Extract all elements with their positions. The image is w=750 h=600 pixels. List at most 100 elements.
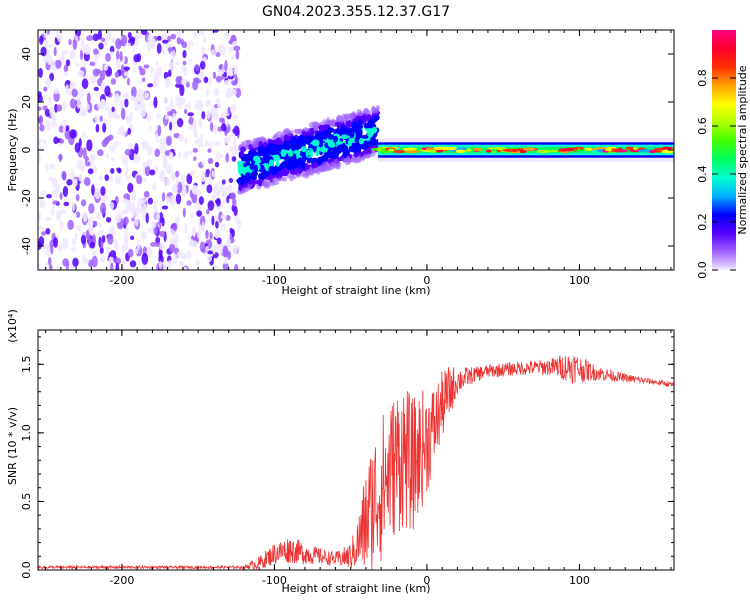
heatmap-cell: [125, 175, 131, 181]
heatmap-cell: [129, 260, 137, 268]
heatmap-cell: [88, 153, 96, 160]
heatmap-cell: [316, 146, 321, 152]
heatmap-cell: [212, 113, 219, 121]
colorbar-tick-label: 0.0: [696, 261, 709, 279]
colorbar-tick-label: 0.4: [696, 165, 709, 183]
heatmap-cell: [119, 50, 123, 62]
heatmap-cell: [331, 153, 337, 159]
heatmap-cell: [306, 159, 312, 164]
y-tick-label: 1.0: [20, 424, 33, 442]
heatmap-cell: [38, 114, 44, 126]
heatmap-cell: [220, 201, 224, 208]
heatmap-cell: [249, 149, 256, 156]
snr-frame: [37, 329, 675, 571]
heatmap-cell: [228, 145, 236, 153]
heatmap-cell: [182, 50, 187, 59]
heatmap-cell: [42, 105, 48, 111]
heatmap-cell: [53, 46, 57, 57]
heatmap-cell: [88, 225, 94, 236]
heatmap-cell: [130, 235, 135, 241]
heatmap-cell: [163, 263, 167, 270]
spectrogram-image: [38, 30, 674, 270]
heatmap-cell: [69, 98, 77, 109]
colorbar-tick-label: 0.2: [696, 213, 709, 231]
heatmap-cell: [286, 174, 292, 179]
heatmap-cell: [110, 78, 117, 85]
heatmap-cell: [175, 83, 182, 88]
heatmap-cell: [363, 108, 369, 114]
heatmap-cell: [121, 34, 128, 47]
heatmap-cell: [97, 101, 102, 110]
heatmap-cell: [71, 88, 78, 98]
heatmap-cell: [114, 214, 122, 224]
heatmap-cell: [536, 149, 552, 154]
heatmap-cell: [98, 229, 105, 236]
heatmap-cell: [48, 176, 53, 182]
heatmap-cell: [100, 241, 104, 249]
heatmap-cell: [190, 212, 194, 219]
heatmap-cell: [305, 150, 313, 156]
heatmap-cell: [210, 48, 217, 57]
heatmap-cell: [134, 248, 139, 255]
heatmap-cell: [76, 97, 81, 109]
x-tick-label: 100: [569, 274, 590, 287]
heatmap-cell: [50, 209, 55, 216]
heatmap-cell: [328, 121, 336, 127]
heatmap-cell: [222, 199, 227, 204]
heatmap-cell: [104, 174, 109, 181]
heatmap-cell: [137, 197, 143, 204]
heatmap-cell: [294, 142, 301, 151]
heatmap-cell: [67, 219, 74, 230]
heatmap-cell: [268, 159, 275, 167]
heatmap-cell: [207, 158, 214, 165]
heatmap-cell: [357, 155, 362, 164]
heatmap-cell: [247, 182, 252, 189]
heatmap-cell: [40, 46, 47, 57]
heatmap-cell: [188, 124, 195, 130]
heatmap-cell: [633, 146, 638, 151]
heatmap-cell: [433, 146, 444, 150]
heatmap-cell: [160, 142, 167, 154]
heatmap-cell: [373, 107, 380, 114]
heatmap-cell: [604, 148, 612, 152]
heatmap-cell: [233, 114, 239, 120]
heatmap-cell: [38, 138, 42, 145]
heatmap-cell: [220, 123, 227, 132]
heatmap-cell: [75, 211, 81, 218]
heatmap-cell: [91, 250, 97, 257]
heatmap-cell: [80, 199, 87, 207]
colorbar: 0.0 0.2 0.4 0.6 0.8 Normalized spectral ampl…: [696, 30, 749, 279]
heatmap-cell: [59, 208, 66, 214]
heatmap-cell: [366, 128, 372, 135]
heatmap-cell: [44, 120, 52, 131]
heatmap-cell: [114, 175, 122, 185]
heatmap-cell: [485, 149, 492, 153]
heatmap-cell: [239, 151, 245, 157]
heatmap-cell: [124, 98, 129, 108]
heatmap-cell: [147, 83, 154, 88]
heatmap-cell: [207, 148, 212, 153]
heatmap-cell: [205, 100, 212, 108]
heatmap-cell: [165, 105, 172, 113]
heatmap-cell: [149, 66, 155, 74]
heatmap-cell: [363, 140, 369, 146]
heatmap-cell: [174, 61, 180, 66]
heatmap-cell: [236, 220, 241, 230]
heatmap-cell: [56, 104, 63, 112]
heatmap-cell: [158, 254, 164, 264]
y-tick-label: -20: [20, 189, 33, 207]
snr-ticks: -200 -100 0 100 0.0 0.5 1.0 1.5: [20, 330, 674, 587]
heatmap-cell: [126, 77, 130, 86]
heatmap-cell: [181, 78, 188, 85]
heatmap-cell: [89, 61, 96, 66]
heatmap-cell: [176, 117, 184, 128]
heatmap-cell: [72, 212, 77, 218]
heatmap-cell: [141, 140, 146, 148]
heatmap-cell: [163, 97, 169, 104]
heatmap-cell: [56, 244, 63, 252]
heatmap-cell: [114, 113, 121, 120]
heatmap-cell: [72, 178, 78, 187]
heatmap-cell: [133, 54, 140, 63]
heatmap-cell: [104, 36, 109, 47]
